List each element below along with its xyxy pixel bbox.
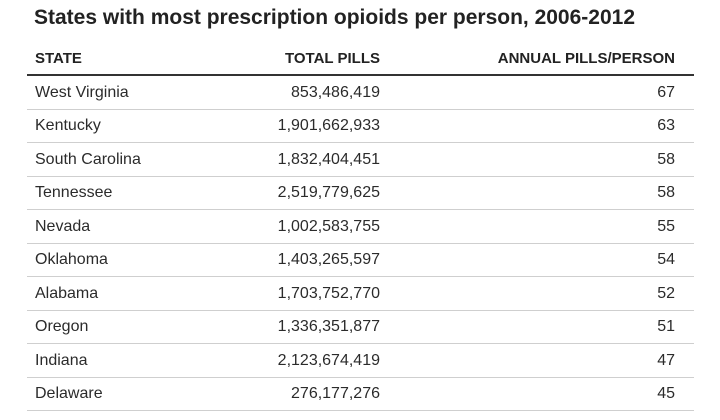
table-row: Delaware 276,177,276 45 (27, 378, 694, 411)
annual-pills-cell: 52 (657, 284, 675, 302)
table-title: States with most prescription opioids pe… (34, 6, 636, 29)
state-cell: Oregon (35, 318, 89, 335)
total-pills-cell: 1,832,404,451 (277, 150, 380, 168)
total-pills-cell: 2,123,674,419 (277, 351, 380, 369)
total-pills-cell: 1,336,351,877 (277, 318, 380, 335)
total-pills-cell: 1,901,662,933 (277, 117, 380, 134)
annual-pills-cell: 63 (657, 117, 675, 134)
state-cell: West Virginia (35, 83, 129, 101)
annual-pills-cell: 58 (657, 184, 675, 201)
total-pills-cell: 853,486,419 (291, 83, 380, 101)
total-pills-cell: 1,002,583,755 (277, 217, 380, 235)
total-pills-cell: 2,519,779,625 (277, 184, 380, 201)
table-row: Oregon 1,336,351,877 51 (27, 311, 694, 344)
state-cell: Tennessee (35, 184, 113, 201)
table-row: South Carolina 1,832,404,451 58 (27, 143, 694, 177)
annual-pills-cell: 54 (657, 251, 675, 268)
state-cell: Kentucky (35, 117, 101, 134)
state-cell: Indiana (35, 351, 88, 369)
annual-pills-cell: 67 (657, 83, 675, 101)
column-header-total-pills: TOTAL PILLS (284, 50, 380, 67)
total-pills-cell: 1,703,752,770 (277, 284, 380, 302)
state-cell: Delaware (35, 385, 103, 402)
table-header-row: STATE TOTAL PILLS ANNUAL PILLS/PERSON (27, 40, 694, 76)
opioids-table: STATE TOTAL PILLS ANNUAL PILLS/PERSON We… (27, 40, 694, 411)
total-pills-cell: 276,177,276 (291, 385, 380, 402)
table-row: West Virginia 853,486,419 67 (27, 76, 694, 110)
table-row: Oklahoma 1,403,265,597 54 (27, 244, 694, 277)
table-row: Nevada 1,002,583,755 55 (27, 210, 694, 244)
total-pills-cell: 1,403,265,597 (277, 251, 380, 268)
annual-pills-cell: 47 (657, 351, 675, 369)
state-cell: South Carolina (35, 150, 141, 168)
annual-pills-cell: 45 (657, 385, 675, 402)
state-cell: Oklahoma (35, 251, 108, 268)
table-row: Alabama 1,703,752,770 52 (27, 277, 694, 311)
state-cell: Alabama (35, 284, 99, 302)
table-row: Kentucky 1,901,662,933 63 (27, 110, 694, 143)
table-body: West Virginia 853,486,419 67 Kentucky 1,901,… (27, 76, 694, 411)
annual-pills-cell: 51 (657, 318, 675, 335)
column-header-annual-pills-per-person: ANNUAL PILLS/PERSON (497, 50, 675, 67)
annual-pills-cell: 58 (657, 150, 675, 168)
table-row: Indiana 2,123,674,419 47 (27, 344, 694, 378)
table-row: Tennessee 2,519,779,625 58 (27, 177, 694, 210)
state-cell: Nevada (35, 217, 91, 235)
annual-pills-cell: 55 (657, 217, 675, 235)
column-header-state: STATE (35, 50, 82, 67)
